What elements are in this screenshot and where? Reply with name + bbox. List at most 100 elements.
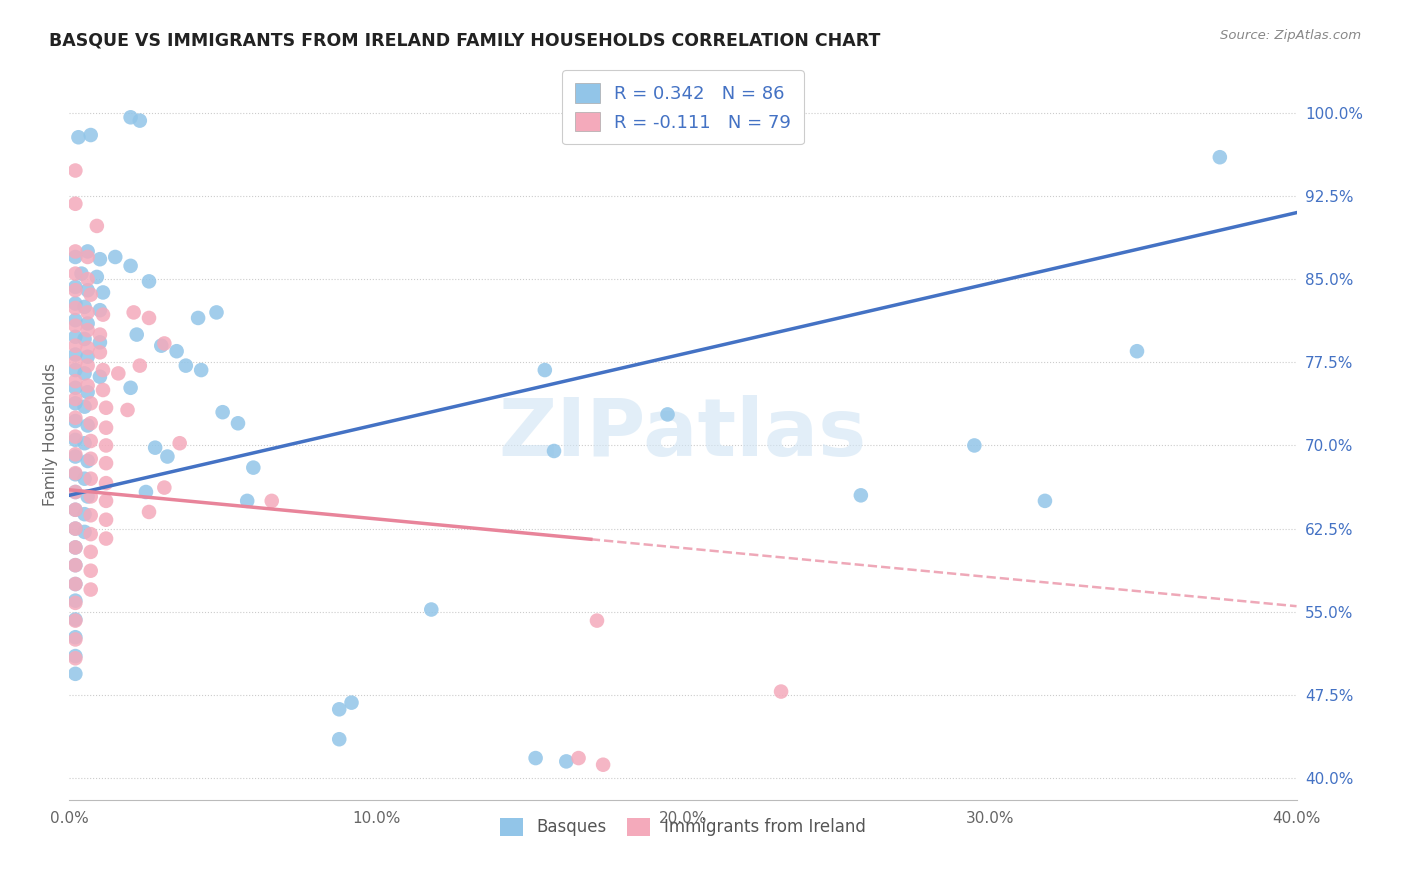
Text: BASQUE VS IMMIGRANTS FROM IRELAND FAMILY HOUSEHOLDS CORRELATION CHART: BASQUE VS IMMIGRANTS FROM IRELAND FAMILY… — [49, 31, 880, 49]
Point — [174, 359, 197, 373]
Point — [80, 564, 103, 578]
Point — [153, 481, 176, 495]
Text: Source: ZipAtlas.com: Source: ZipAtlas.com — [1220, 29, 1361, 42]
Point — [125, 327, 148, 342]
Legend: Basques, Immigrants from Ireland: Basques, Immigrants from Ireland — [492, 809, 875, 845]
Point — [65, 414, 87, 428]
Point — [73, 300, 96, 314]
Point — [242, 460, 264, 475]
Point — [65, 558, 87, 573]
Point — [104, 250, 127, 264]
Point — [73, 507, 96, 521]
Point — [533, 363, 555, 377]
Point — [420, 602, 443, 616]
Point — [153, 336, 176, 351]
Point — [65, 301, 87, 315]
Point — [135, 485, 157, 500]
Point — [86, 269, 108, 284]
Point — [89, 327, 111, 342]
Point — [89, 252, 111, 267]
Point — [76, 378, 98, 392]
Point — [94, 438, 117, 452]
Point — [89, 303, 111, 318]
Point — [94, 401, 117, 415]
Point — [80, 508, 103, 523]
Point — [120, 381, 142, 395]
Point — [73, 400, 96, 414]
Point — [770, 684, 793, 698]
Point — [65, 502, 87, 516]
Point — [138, 505, 160, 519]
Point — [65, 593, 87, 607]
Point — [76, 454, 98, 468]
Point — [65, 577, 87, 591]
Point — [65, 450, 87, 464]
Point — [76, 305, 98, 319]
Point — [70, 267, 93, 281]
Point — [657, 408, 679, 422]
Point — [91, 363, 114, 377]
Point — [80, 128, 103, 142]
Point — [65, 392, 87, 406]
Point — [80, 527, 103, 541]
Point — [65, 196, 87, 211]
Point — [65, 596, 87, 610]
Point — [94, 420, 117, 434]
Point — [190, 363, 212, 377]
Point — [80, 287, 103, 301]
Point — [143, 441, 166, 455]
Point — [65, 313, 87, 327]
Point — [340, 696, 363, 710]
Y-axis label: Family Households: Family Households — [44, 363, 58, 506]
Point — [117, 403, 139, 417]
Point — [89, 369, 111, 384]
Point — [67, 130, 90, 145]
Point — [76, 418, 98, 433]
Point — [76, 490, 98, 504]
Point — [94, 494, 117, 508]
Point — [76, 350, 98, 364]
Point — [94, 456, 117, 470]
Point — [76, 341, 98, 355]
Point — [80, 472, 103, 486]
Point — [80, 582, 103, 597]
Text: ZIPatlas: ZIPatlas — [499, 395, 868, 474]
Point — [128, 113, 150, 128]
Point — [65, 163, 87, 178]
Point — [107, 367, 129, 381]
Point — [94, 476, 117, 491]
Point — [65, 630, 87, 644]
Point — [65, 485, 87, 500]
Point — [65, 410, 87, 425]
Point — [76, 359, 98, 373]
Point — [80, 490, 103, 504]
Point — [76, 323, 98, 337]
Point — [94, 513, 117, 527]
Point — [73, 367, 96, 381]
Point — [260, 494, 283, 508]
Point — [65, 541, 87, 555]
Point — [91, 383, 114, 397]
Point — [156, 450, 179, 464]
Point — [65, 558, 87, 573]
Point — [65, 347, 87, 361]
Point — [128, 359, 150, 373]
Point — [76, 385, 98, 400]
Point — [65, 485, 87, 500]
Point — [65, 250, 87, 264]
Point — [65, 632, 87, 647]
Point — [65, 339, 87, 353]
Point — [65, 355, 87, 369]
Point — [89, 335, 111, 350]
Point — [65, 396, 87, 410]
Point — [555, 755, 578, 769]
Point — [328, 702, 350, 716]
Point — [65, 649, 87, 664]
Point — [592, 757, 614, 772]
Point — [205, 305, 228, 319]
Point — [65, 244, 87, 259]
Point — [65, 267, 87, 281]
Point — [65, 541, 87, 555]
Point — [166, 344, 188, 359]
Point — [65, 614, 87, 628]
